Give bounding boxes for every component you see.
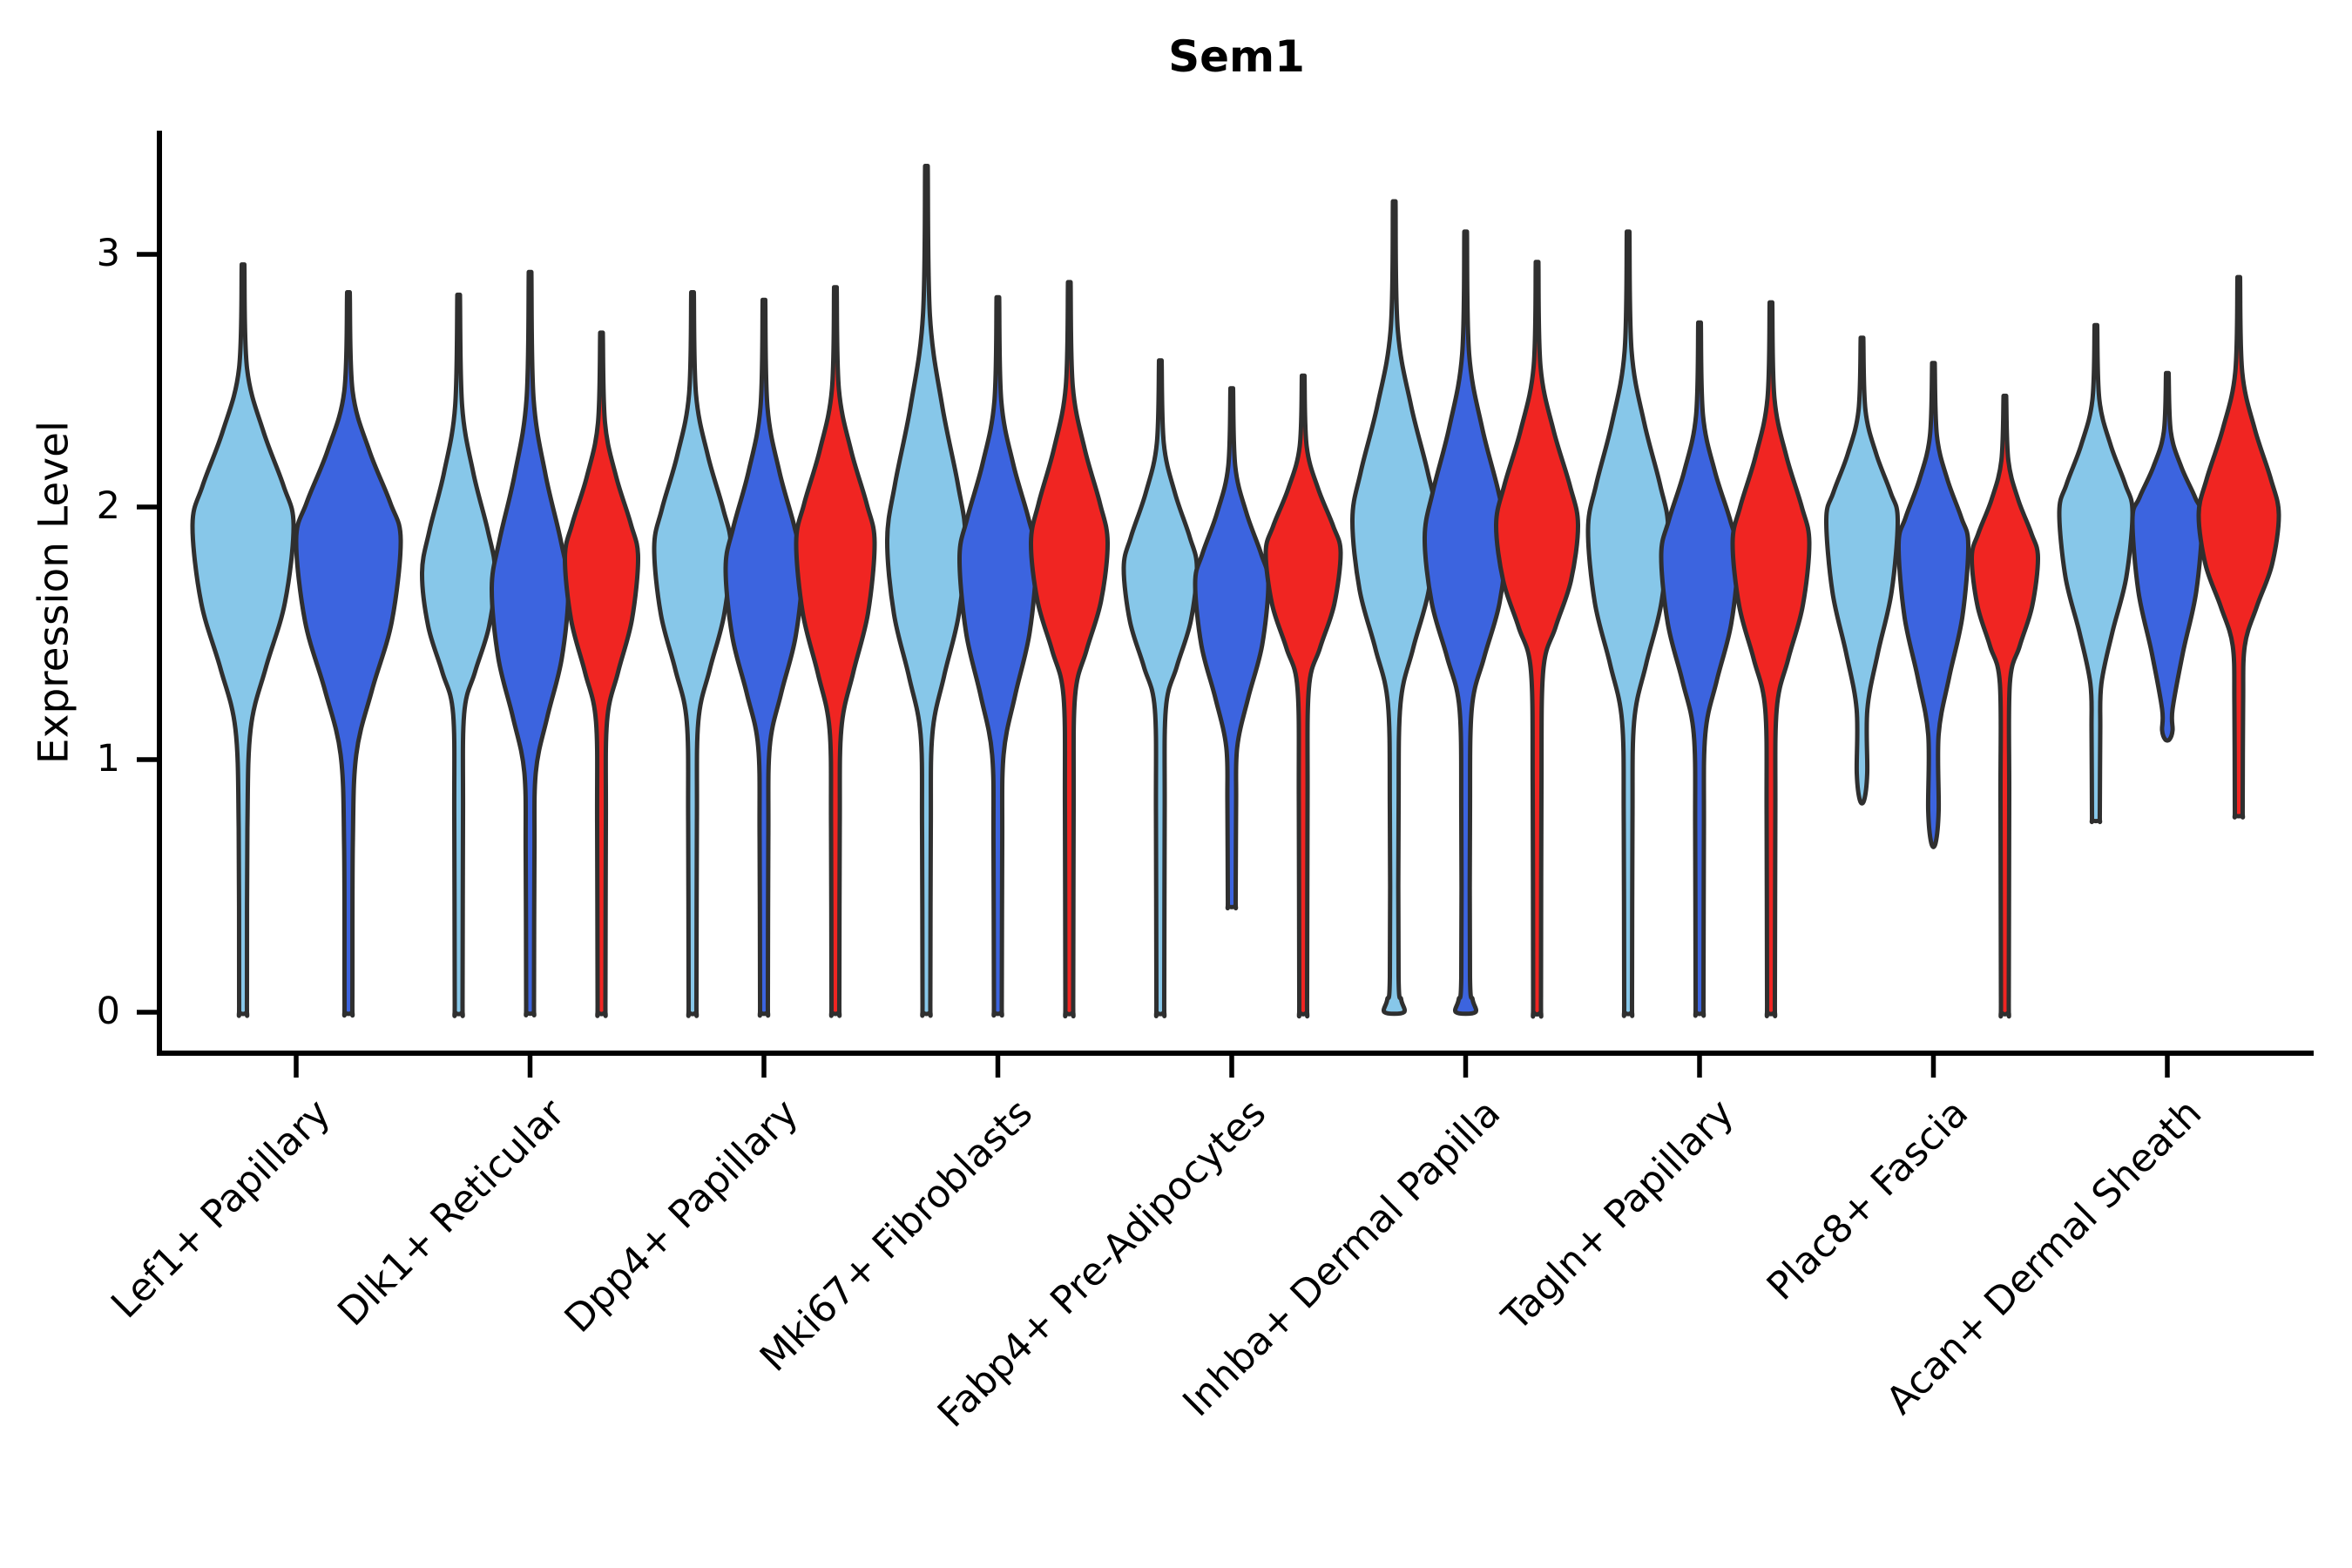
violin-8-1 bbox=[2130, 370, 2205, 743]
violin-3-2 bbox=[1028, 280, 1111, 1019]
violin-4-0 bbox=[1121, 358, 1200, 1018]
y-axis-label: Expression Level bbox=[30, 420, 78, 765]
violin-2-1 bbox=[723, 297, 805, 1018]
violin-8-0 bbox=[2057, 322, 2135, 825]
violin-0-0 bbox=[190, 262, 296, 1018]
violin-6-0 bbox=[1585, 229, 1671, 1018]
violin-3-1 bbox=[956, 294, 1039, 1018]
violin-7-1 bbox=[1896, 361, 1971, 849]
violin-7-2 bbox=[1969, 393, 2041, 1019]
violin-3-0 bbox=[884, 164, 969, 1018]
violin-7-0 bbox=[1823, 335, 1901, 806]
violin-2-2 bbox=[794, 285, 877, 1018]
plot-title: Sem1 bbox=[1168, 31, 1305, 82]
violin-2-0 bbox=[652, 290, 733, 1018]
violin-5-1 bbox=[1422, 229, 1510, 1017]
y-tick-label: 2 bbox=[96, 484, 120, 528]
y-tick-label: 3 bbox=[96, 232, 120, 275]
y-tick-label: 0 bbox=[96, 990, 120, 1033]
violin-5-2 bbox=[1493, 260, 1581, 1019]
violin-4-2 bbox=[1263, 373, 1343, 1019]
violin-6-1 bbox=[1659, 320, 1740, 1018]
violin-0-1 bbox=[294, 290, 403, 1018]
violin-1-2 bbox=[562, 330, 641, 1018]
violin-1-0 bbox=[419, 292, 498, 1018]
violin-8-2 bbox=[2196, 274, 2281, 820]
y-tick-label: 1 bbox=[96, 737, 120, 781]
violin-4-1 bbox=[1193, 386, 1271, 911]
violin-1-1 bbox=[489, 269, 571, 1017]
violin-6-2 bbox=[1730, 300, 1812, 1018]
violin-5-0 bbox=[1349, 199, 1439, 1017]
